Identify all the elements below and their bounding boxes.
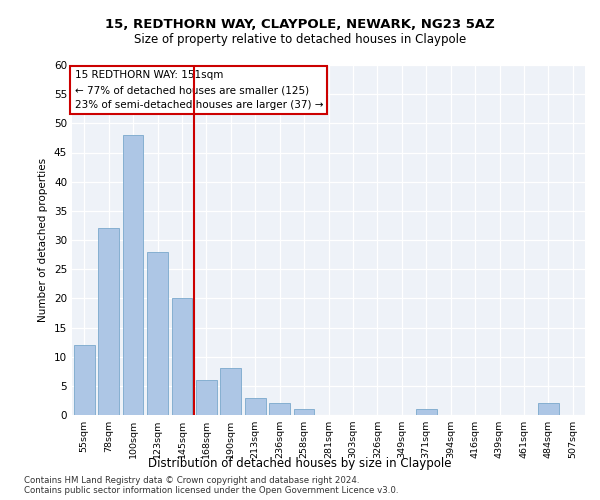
Text: 15 REDTHORN WAY: 151sqm
← 77% of detached houses are smaller (125)
23% of semi-d: 15 REDTHORN WAY: 151sqm ← 77% of detache… (74, 70, 323, 110)
Text: Size of property relative to detached houses in Claypole: Size of property relative to detached ho… (134, 32, 466, 46)
Bar (245, 398, 266, 415)
Text: Distribution of detached houses by size in Claypole: Distribution of detached houses by size … (148, 458, 452, 470)
Y-axis label: Number of detached properties: Number of detached properties (38, 158, 49, 322)
Bar (74, 345, 95, 415)
Text: 15, REDTHORN WAY, CLAYPOLE, NEWARK, NG23 5AZ: 15, REDTHORN WAY, CLAYPOLE, NEWARK, NG23… (105, 18, 495, 30)
Bar (172, 298, 193, 415)
Bar (196, 380, 217, 415)
Bar (269, 404, 290, 415)
Bar (220, 368, 241, 415)
Bar (538, 404, 559, 415)
Bar (147, 252, 168, 415)
Bar (98, 228, 119, 415)
Bar (416, 409, 437, 415)
Bar (122, 135, 143, 415)
Bar (293, 409, 314, 415)
Text: Contains HM Land Registry data © Crown copyright and database right 2024.
Contai: Contains HM Land Registry data © Crown c… (24, 476, 398, 495)
